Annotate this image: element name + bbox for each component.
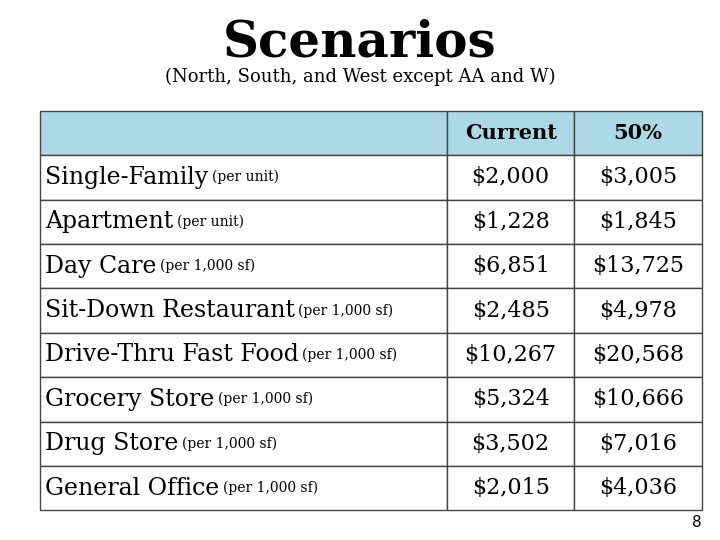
Text: (per 1,000 sf): (per 1,000 sf) (299, 303, 394, 318)
Text: Scenarios: Scenarios (223, 19, 497, 68)
Text: (per 1,000 sf): (per 1,000 sf) (160, 259, 255, 273)
Text: 50%: 50% (613, 123, 662, 143)
Text: $5,324: $5,324 (472, 388, 549, 410)
Text: $3,502: $3,502 (472, 433, 549, 455)
Text: $20,568: $20,568 (592, 344, 684, 366)
Text: (per unit): (per unit) (212, 170, 279, 185)
Text: (per 1,000 sf): (per 1,000 sf) (222, 481, 318, 495)
Text: $10,666: $10,666 (592, 388, 684, 410)
Text: $2,000: $2,000 (472, 166, 549, 188)
Text: $6,851: $6,851 (472, 255, 549, 277)
Text: General Office: General Office (45, 477, 219, 500)
Text: $4,978: $4,978 (599, 300, 677, 321)
Text: Current: Current (464, 123, 557, 143)
Text: $10,267: $10,267 (464, 344, 557, 366)
Text: Drug Store: Drug Store (45, 432, 179, 455)
Text: $2,015: $2,015 (472, 477, 549, 499)
Text: Grocery Store: Grocery Store (45, 388, 214, 411)
Text: (per 1,000 sf): (per 1,000 sf) (182, 436, 277, 451)
Text: Single-Family: Single-Family (45, 166, 208, 189)
Text: $1,228: $1,228 (472, 211, 549, 233)
Text: (North, South, and West except AA and W): (North, South, and West except AA and W) (165, 68, 555, 86)
Text: 8: 8 (693, 515, 702, 530)
Text: Day Care: Day Care (45, 254, 156, 278)
Text: $13,725: $13,725 (592, 255, 684, 277)
Text: (per unit): (per unit) (176, 214, 244, 229)
Text: Drive-Thru Fast Food: Drive-Thru Fast Food (45, 343, 299, 367)
Text: $7,016: $7,016 (599, 433, 677, 455)
Text: $4,036: $4,036 (599, 477, 677, 499)
Text: $2,485: $2,485 (472, 300, 549, 321)
Text: $1,845: $1,845 (599, 211, 677, 233)
Text: $3,005: $3,005 (599, 166, 677, 188)
Text: (per 1,000 sf): (per 1,000 sf) (302, 348, 397, 362)
Text: Apartment: Apartment (45, 210, 173, 233)
Text: Sit-Down Restaurant: Sit-Down Restaurant (45, 299, 295, 322)
Text: (per 1,000 sf): (per 1,000 sf) (217, 392, 313, 407)
